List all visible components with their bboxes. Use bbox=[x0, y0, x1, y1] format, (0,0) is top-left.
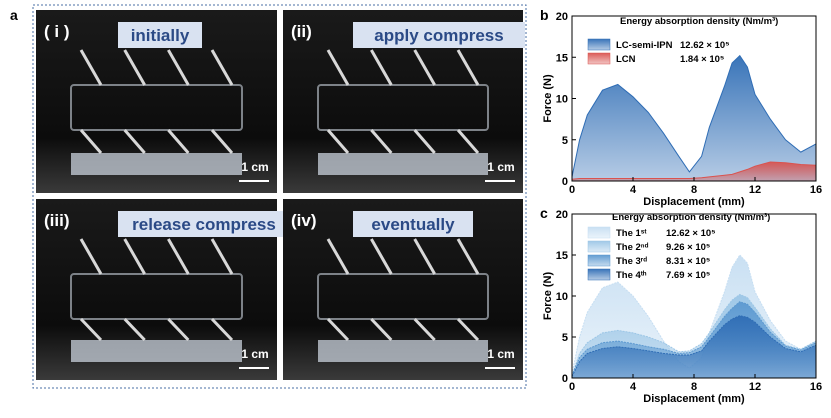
sample-base bbox=[71, 153, 242, 175]
y-tick-label: 10 bbox=[556, 94, 568, 106]
sample-base bbox=[318, 153, 488, 175]
sample-frame bbox=[70, 273, 243, 320]
legend-label: The 3ʳᵈ bbox=[616, 256, 647, 267]
legend-label: The 2ⁿᵈ bbox=[616, 242, 649, 253]
legend-title: Energy absorption density (Nm/m³) bbox=[612, 212, 770, 223]
photo-caption: apply compress bbox=[374, 26, 503, 45]
y-tick-label: 5 bbox=[562, 135, 568, 147]
x-tick-label: 16 bbox=[810, 381, 822, 393]
photo-index: (iii) bbox=[44, 211, 70, 230]
area-line bbox=[571, 301, 817, 376]
panel-label: b bbox=[540, 7, 549, 23]
y-tick-label: 5 bbox=[562, 332, 568, 344]
photo-index: ( i ) bbox=[44, 22, 70, 41]
scale-label: 1 cm bbox=[487, 160, 514, 174]
x-tick-label: 0 bbox=[569, 381, 575, 393]
legend-swatch bbox=[587, 226, 611, 239]
photo-frame bbox=[32, 4, 527, 389]
legend-label: The 1ˢᵗ bbox=[616, 228, 647, 239]
x-tick-label: 12 bbox=[749, 381, 761, 393]
y-tick-label: 10 bbox=[556, 291, 568, 303]
scale-label: 1 cm bbox=[487, 347, 514, 361]
x-axis-label: Displacement (mm) bbox=[643, 393, 745, 405]
x-tick-label: 12 bbox=[749, 184, 761, 196]
caption-box bbox=[118, 211, 290, 237]
legend-swatch bbox=[587, 254, 611, 267]
sample-link bbox=[413, 238, 436, 342]
sample-link bbox=[456, 49, 480, 154]
caption-box bbox=[118, 22, 202, 48]
x-tick-label: 16 bbox=[810, 184, 822, 196]
scale-label: 1 cm bbox=[241, 160, 268, 174]
area-fill bbox=[572, 162, 816, 181]
area-line bbox=[571, 293, 817, 376]
sample-link bbox=[210, 238, 234, 342]
sample-link bbox=[79, 238, 103, 342]
area-fill bbox=[572, 315, 816, 378]
legend-label: The 4ᵗʰ bbox=[616, 270, 647, 281]
x-tick-label: 4 bbox=[630, 381, 637, 393]
y-tick-label: 0 bbox=[562, 373, 568, 385]
sample-link bbox=[413, 49, 436, 154]
y-tick-label: 15 bbox=[556, 250, 568, 262]
legend-value: 12.62 × 10⁵ bbox=[666, 228, 716, 239]
sample-link bbox=[456, 238, 480, 342]
legend-swatch bbox=[587, 240, 611, 253]
y-tick-label: 20 bbox=[556, 11, 568, 23]
legend-value: 8.31 × 10⁵ bbox=[666, 256, 710, 267]
sample-base bbox=[71, 340, 242, 362]
area-line bbox=[571, 161, 817, 180]
sample-link bbox=[326, 238, 350, 342]
sample-link bbox=[326, 49, 350, 154]
sample-link bbox=[79, 49, 103, 154]
caption-box bbox=[353, 211, 473, 237]
legend-swatch bbox=[587, 52, 611, 65]
y-axis-label: Force (N) bbox=[542, 272, 554, 321]
x-tick-label: 4 bbox=[630, 184, 637, 196]
sample-frame bbox=[317, 84, 489, 131]
legend-title: Energy absorption density (Nm/m³) bbox=[620, 16, 778, 27]
legend-value: 7.69 × 10⁵ bbox=[666, 270, 710, 281]
sample-link bbox=[123, 49, 146, 154]
y-tick-label: 20 bbox=[556, 209, 568, 221]
photo-caption: initially bbox=[131, 26, 190, 45]
area-line bbox=[571, 54, 817, 178]
photo-caption: eventually bbox=[371, 215, 455, 234]
legend-label: LC-semi-IPN bbox=[616, 40, 673, 51]
legend-swatch bbox=[587, 268, 611, 281]
sample-link bbox=[123, 238, 146, 342]
sample-frame bbox=[317, 273, 489, 320]
legend-value: 9.26 × 10⁵ bbox=[666, 242, 710, 253]
y-axis-label: Force (N) bbox=[542, 74, 554, 123]
sample-frame bbox=[70, 84, 243, 131]
legend-swatch bbox=[587, 38, 611, 51]
y-tick-label: 15 bbox=[556, 52, 568, 64]
caption-box bbox=[353, 22, 525, 48]
sample-link bbox=[210, 49, 234, 154]
panel-label: a bbox=[10, 7, 18, 23]
photo-index: (ii) bbox=[291, 22, 312, 41]
photo-caption: release compress bbox=[132, 215, 276, 234]
panel-label: c bbox=[540, 205, 548, 221]
area-fill bbox=[572, 55, 816, 181]
x-tick-label: 0 bbox=[569, 184, 575, 196]
x-tick-label: 8 bbox=[691, 184, 697, 196]
legend-label: LCN bbox=[616, 54, 636, 65]
sample-link bbox=[370, 49, 393, 154]
area-line bbox=[571, 315, 817, 377]
x-axis-label: Displacement (mm) bbox=[643, 196, 745, 208]
sample-base bbox=[318, 340, 488, 362]
sample-link bbox=[167, 49, 190, 154]
x-tick-label: 8 bbox=[691, 381, 697, 393]
scale-label: 1 cm bbox=[241, 347, 268, 361]
legend-value: 12.62 × 10⁵ bbox=[680, 40, 730, 51]
sample-link bbox=[167, 238, 190, 342]
sample-link bbox=[370, 238, 393, 342]
y-tick-label: 0 bbox=[562, 176, 568, 188]
photo-index: (iv) bbox=[291, 211, 317, 230]
legend-value: 1.84 × 10⁵ bbox=[680, 54, 724, 65]
